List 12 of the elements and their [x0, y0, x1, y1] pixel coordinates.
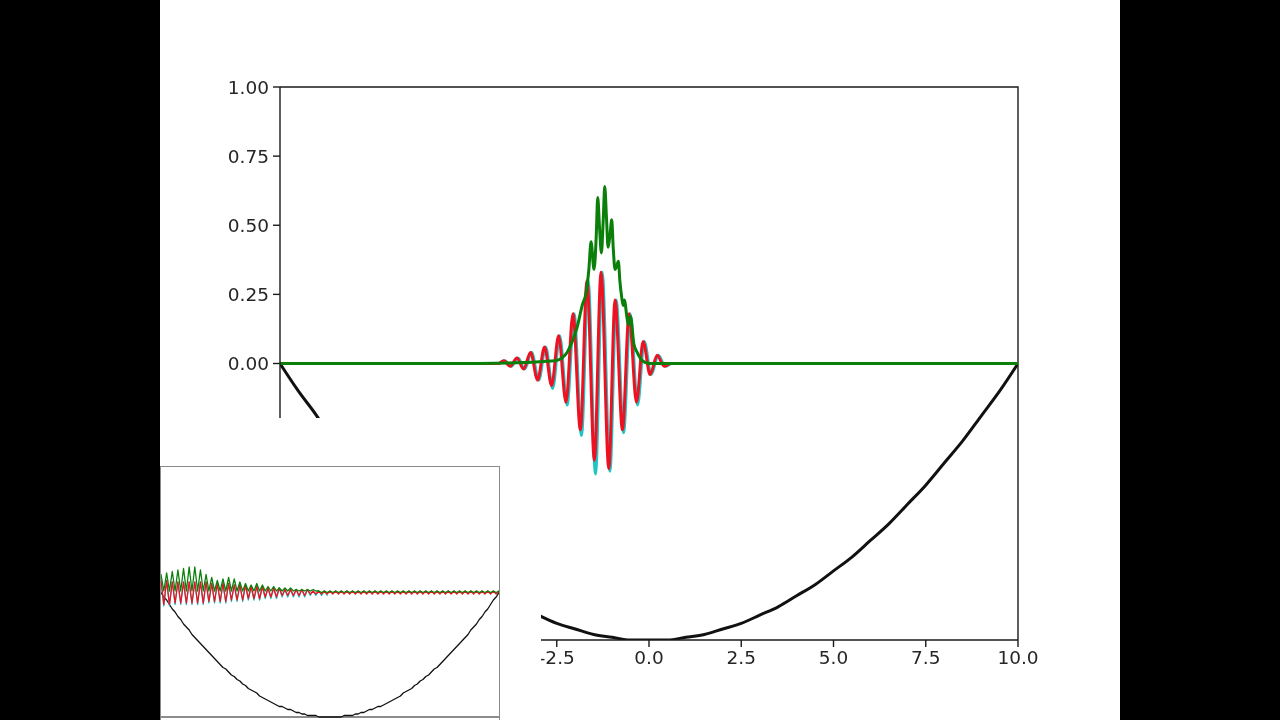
- x-tick-label: -2.5: [538, 647, 575, 669]
- y-tick-label: 0.50: [227, 214, 269, 236]
- y-tick-label: 1.00: [227, 76, 269, 98]
- x-tick-label: 10.0: [997, 647, 1039, 669]
- y-tick-label: 0.25: [227, 283, 269, 305]
- x-tick-label: 7.5: [911, 647, 941, 669]
- y-tick-label: 0.75: [227, 145, 269, 167]
- x-tick-label: 5.0: [818, 647, 849, 669]
- x-tick-label: 2.5: [726, 647, 756, 669]
- x-tick-label: 0.0: [634, 647, 664, 669]
- line-series: [280, 185, 1018, 365]
- y-tick-label: 0.00: [227, 353, 269, 375]
